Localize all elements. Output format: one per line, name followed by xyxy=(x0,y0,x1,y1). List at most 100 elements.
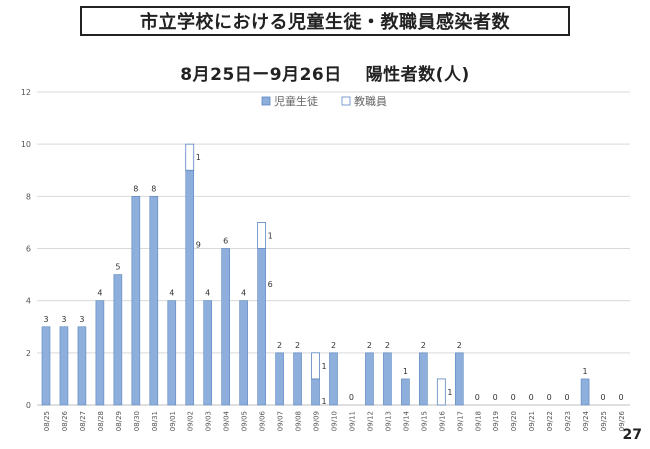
bar-students xyxy=(149,196,159,406)
data-label-students: 0 xyxy=(565,393,570,402)
page-number: 27 xyxy=(622,427,642,443)
data-label-students: 0 xyxy=(600,393,605,402)
x-tick-label: 09/21 xyxy=(528,411,536,431)
data-label-students: 2 xyxy=(277,341,282,350)
bar-staff xyxy=(257,222,267,249)
x-tick-label: 09/02 xyxy=(187,411,195,431)
bar-staff xyxy=(185,143,195,171)
data-label-students: 0 xyxy=(475,393,480,402)
slide-title: 市立学校における児童生徒・教職員感染者数 xyxy=(80,6,570,36)
data-label-students: 4 xyxy=(241,289,246,298)
x-tick-label: 09/22 xyxy=(546,411,554,431)
bar-students xyxy=(95,300,105,406)
x-tick-label: 09/14 xyxy=(402,410,410,431)
x-tick-label: 08/30 xyxy=(133,411,141,431)
y-tick-label: 2 xyxy=(26,349,31,358)
bar-students xyxy=(185,169,195,406)
bar-students xyxy=(77,326,87,406)
data-label-staff: 1 xyxy=(268,231,273,240)
data-label-students: 0 xyxy=(618,393,623,402)
x-tick-label: 08/29 xyxy=(115,411,123,431)
bar-students xyxy=(580,378,590,406)
x-tick-label: 08/28 xyxy=(97,411,105,431)
x-tick-label: 09/26 xyxy=(618,410,626,431)
x-tick-label: 09/25 xyxy=(600,411,608,431)
data-label-students: 1 xyxy=(403,367,408,376)
data-label-students: 2 xyxy=(331,341,336,350)
data-label-students: 1 xyxy=(583,367,588,376)
data-label-students: 9 xyxy=(196,241,201,250)
bar-students xyxy=(329,352,338,406)
bar-students xyxy=(239,300,248,406)
data-label-students: 6 xyxy=(223,237,228,246)
legend-swatch-students xyxy=(261,96,271,106)
y-tick-label: 6 xyxy=(26,245,31,254)
x-tick-label: 09/23 xyxy=(564,411,572,431)
data-label-students: 4 xyxy=(169,289,174,298)
bar-students xyxy=(365,352,374,406)
x-tick-label: 09/24 xyxy=(582,410,590,431)
data-label-students: 3 xyxy=(79,315,84,324)
y-tick-label: 0 xyxy=(26,401,31,410)
x-tick-label: 09/01 xyxy=(169,411,177,431)
x-tick-label: 09/19 xyxy=(492,411,500,431)
slide-title-text: 市立学校における児童生徒・教職員感染者数 xyxy=(140,12,510,33)
bar-students xyxy=(401,378,410,406)
bar-students xyxy=(311,378,320,406)
x-tick-label: 09/08 xyxy=(295,411,303,431)
legend-swatch-staff xyxy=(341,96,351,106)
x-tick-label: 09/09 xyxy=(313,411,321,431)
bar-students xyxy=(131,196,141,406)
bar-students xyxy=(59,326,69,406)
x-tick-label: 09/12 xyxy=(366,411,374,431)
y-tick-label: 10 xyxy=(21,140,31,149)
legend-label-students: 児童生徒 xyxy=(274,94,318,108)
y-tick-label: 8 xyxy=(26,192,31,201)
data-label-students: 3 xyxy=(43,315,48,324)
data-label-students: 3 xyxy=(61,315,66,324)
data-label-students: 2 xyxy=(367,341,372,350)
data-label-students: 0 xyxy=(529,393,534,402)
bar-students xyxy=(203,300,213,406)
data-label-students: 0 xyxy=(493,393,498,402)
bar-students xyxy=(41,326,51,406)
bar-students xyxy=(454,352,464,406)
x-tick-label: 09/07 xyxy=(277,411,285,431)
data-label-students: 0 xyxy=(547,393,552,402)
bar-students xyxy=(221,248,230,406)
chart-subtitle: 8月25日ー9月26日 陽性者数(人) xyxy=(180,65,470,85)
bar-students xyxy=(383,352,392,406)
y-tick-label: 12 xyxy=(21,88,31,97)
bar-students xyxy=(419,352,428,406)
x-tick-label: 09/13 xyxy=(384,411,392,431)
bar-staff xyxy=(311,352,320,380)
bar-staff xyxy=(436,378,446,406)
data-label-students: 8 xyxy=(151,184,156,193)
data-label-students: 5 xyxy=(115,263,120,272)
x-tick-label: 09/17 xyxy=(456,411,464,431)
data-label-students: 0 xyxy=(511,393,516,402)
data-label-students: 8 xyxy=(133,184,138,193)
bar-students xyxy=(113,274,123,406)
x-tick-label: 08/26 xyxy=(61,410,69,431)
data-label-students: 0 xyxy=(349,393,354,402)
bar-students xyxy=(275,352,284,406)
bar-students xyxy=(293,352,302,406)
bar-students xyxy=(167,300,177,406)
data-label-students: 2 xyxy=(295,341,300,350)
y-tick-label: 4 xyxy=(26,297,31,306)
data-label-students: 2 xyxy=(421,341,426,350)
x-tick-label: 08/31 xyxy=(151,411,159,431)
x-tick-label: 09/15 xyxy=(420,411,428,431)
x-tick-label: 09/16 xyxy=(438,410,446,431)
x-tick-label: 09/18 xyxy=(474,411,482,431)
x-tick-label: 08/25 xyxy=(43,411,51,431)
data-label-students: 4 xyxy=(205,289,210,298)
data-label-students: 2 xyxy=(457,341,462,350)
data-label-students: 2 xyxy=(385,341,390,350)
x-tick-label: 09/11 xyxy=(348,411,356,431)
data-label-staff: 1 xyxy=(196,153,201,162)
x-tick-label: 09/06 xyxy=(259,410,267,431)
data-label-staff: 1 xyxy=(447,388,452,397)
